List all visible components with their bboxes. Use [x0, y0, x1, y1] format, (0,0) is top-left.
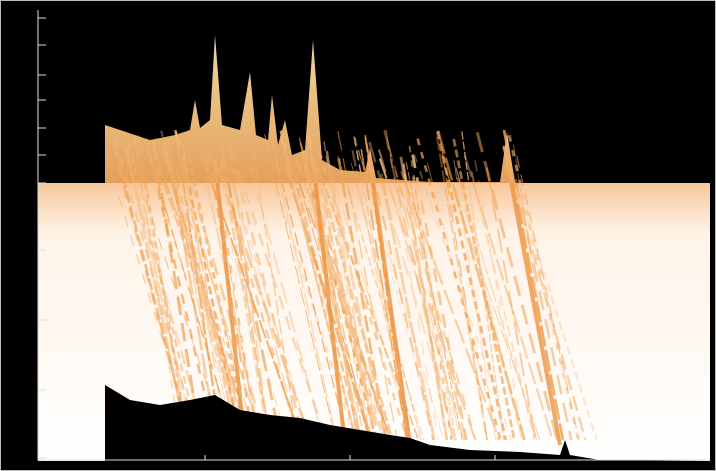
waterfall-screenshot: [0, 0, 716, 471]
